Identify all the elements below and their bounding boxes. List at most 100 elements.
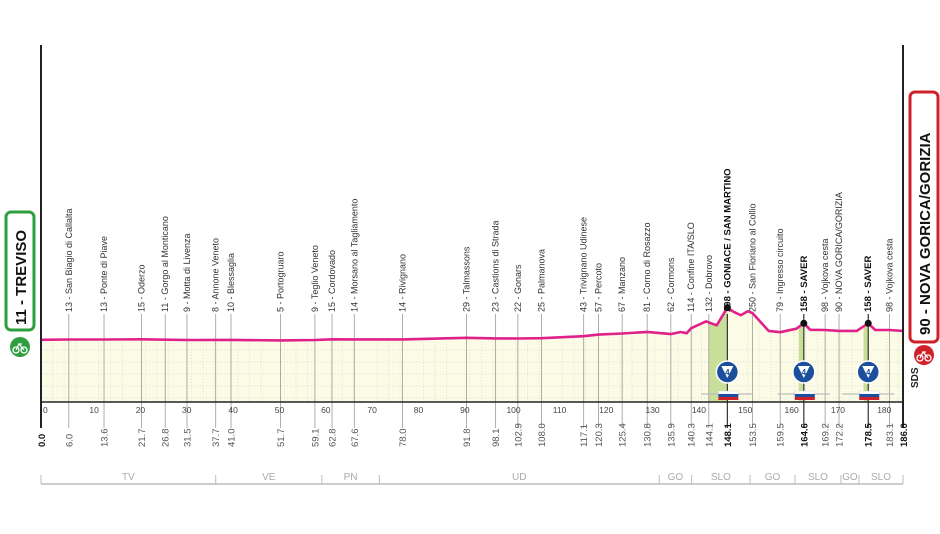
slovenia-flag-icon — [718, 397, 739, 400]
waypoint-km-label: 169.2 — [821, 423, 832, 447]
waypoint-label: 62 - Cormons — [666, 257, 676, 312]
waypoint-label: 98 - Vojkova cesta — [820, 238, 830, 312]
waypoint-label: 22 - Gonars — [513, 264, 523, 312]
waypoint-km-label: 183.1 — [885, 423, 896, 447]
waypoint-label: 9 - Motta di Livenza — [182, 233, 192, 312]
waypoint-km-label: 117.1 — [579, 424, 590, 447]
waypoint-km-label: 31.5 — [182, 429, 193, 448]
waypoint-km-label: 120.3 — [594, 423, 605, 447]
waypoint-km-label: 37.7 — [211, 429, 222, 448]
x-tick-label: 170 — [831, 405, 845, 415]
slovenia-flag-icon — [718, 394, 739, 397]
x-tick-label: 0 — [43, 405, 48, 415]
finish-label: 90 - NOVA GORICA/GORIZIA — [908, 90, 940, 365]
waypoint-km-label: 144.1 — [704, 423, 715, 447]
x-tick-label: 120 — [599, 405, 613, 415]
x-tick-label: 140 — [692, 405, 706, 415]
start-label: 11 - TREVISO — [4, 210, 36, 357]
region-label: SLO — [711, 472, 731, 483]
waypoint-km-label: 148.1 — [723, 423, 734, 447]
waypoint-km-label: 21.7 — [137, 429, 148, 448]
waypoint-km-label: 178.5 — [864, 423, 875, 447]
waypoint-label: 114 - Confine ITA/SLO — [686, 222, 696, 312]
waypoint-km-label: 41.0 — [227, 429, 238, 448]
waypoint-label: 90 - NOVA GORICA/GORIZIA — [834, 192, 844, 312]
climb-category-label: 4 — [866, 368, 871, 377]
region-label: GO — [668, 472, 684, 483]
slovenia-flag-icon — [718, 390, 739, 395]
waypoint-label: 13 - Ponte di Piave — [99, 236, 109, 312]
waypoint-km-label: 67.6 — [350, 429, 361, 448]
profile-area — [41, 307, 903, 402]
start-bike-icon — [10, 337, 30, 357]
waypoint-km-label: 91.8 — [462, 429, 473, 448]
waypoint-km-label: 6.0 — [64, 434, 75, 447]
waypoint-label: 250 - San Floriano al Collio — [747, 203, 757, 312]
x-tick-label: 180 — [877, 405, 891, 415]
x-tick-label: 110 — [553, 405, 567, 415]
x-tick-label: 100 — [506, 405, 520, 415]
waypoint-label: 10 - Blessaglia — [226, 253, 236, 312]
slovenia-flag-icon — [794, 397, 815, 400]
x-tick-label: 80 — [414, 405, 424, 415]
profile-line — [40, 306, 904, 342]
waypoint-km-label: 159.5 — [776, 423, 787, 447]
waypoint-label: 14 - Morsano al Tagliamento — [349, 199, 359, 312]
climb-triangle-icon — [862, 366, 875, 378]
waypoint-label: 132 - Dobrovo — [704, 255, 714, 312]
waypoint-label: 8 - Annone Veneto — [211, 238, 221, 312]
waypoint-label: 11 - Gorgo al Monticano — [160, 216, 170, 312]
waypoint-label: 57 - Percoto — [594, 263, 604, 312]
region-label: PN — [344, 472, 358, 483]
waypoint-km-label: 26.8 — [161, 429, 172, 448]
waypoint-label: 23 - Castions di Strada — [491, 220, 501, 312]
x-tick-label: 70 — [367, 405, 377, 415]
waypoint-label: 13 - San Biagio di Callalta — [64, 208, 74, 312]
x-tick-label: 20 — [136, 405, 146, 415]
waypoint-label: 14 - Rivignano — [397, 254, 407, 312]
slovenia-flag-icon — [859, 390, 880, 395]
waypoint-km-label: 108.0 — [537, 423, 548, 447]
waypoint-km-label: 153.5 — [748, 423, 759, 447]
waypoint-km-label: 102.9 — [513, 423, 524, 447]
waypoint-km-label: 164.6 — [799, 423, 810, 447]
region-label: SLO — [871, 472, 891, 483]
waypoint-label: 79 - Ingresso circuito — [775, 228, 785, 312]
waypoint-km-label: 172.2 — [835, 423, 846, 447]
x-tick-label: 160 — [785, 405, 799, 415]
waypoint-label: 29 - Talmassons — [461, 246, 471, 312]
waypoint-km-label: 125.4 — [618, 423, 629, 447]
waypoint-label: 158 - SAVER — [799, 256, 810, 312]
start-km-label: 0.0 — [37, 434, 48, 447]
region-label: GO — [842, 472, 858, 483]
waypoint-label: 15 - Cordovado — [327, 250, 337, 312]
finish-km-label: 186.0 — [899, 423, 910, 447]
waypoint-label: 9 - Teglio Veneto — [310, 245, 320, 312]
waypoint-label: 25 - Palmanova — [537, 249, 547, 312]
waypoint-label: 98 - Vojkova cesta — [885, 238, 895, 312]
summit-dot — [864, 319, 872, 327]
sponsor-mark: SDS — [910, 367, 921, 388]
region-label: TV — [122, 472, 135, 483]
waypoint-km-label: 140.3 — [687, 423, 698, 447]
x-tick-label: 90 — [460, 405, 470, 415]
x-tick-label: 130 — [645, 405, 659, 415]
slovenia-flag-icon — [859, 397, 880, 400]
slovenia-flag-icon — [794, 394, 815, 397]
slovenia-flag-icon — [859, 394, 880, 397]
waypoint-label: 15 - Oderzo — [137, 264, 147, 312]
finish-bike-icon — [914, 345, 934, 365]
waypoint-label: 81 - Corno di Rosazzo — [642, 222, 652, 312]
climb-triangle-icon — [797, 366, 810, 378]
waypoint-km-label: 13.6 — [100, 429, 111, 448]
climb-triangle-icon — [721, 366, 734, 378]
region-label: VE — [262, 472, 276, 483]
summit-dot — [723, 304, 731, 312]
x-tick-label: 30 — [182, 405, 192, 415]
waypoint-label: 298 - GONIACE / SAN MARTINO — [722, 168, 733, 312]
summit-dot — [800, 319, 808, 327]
waypoint-km-label: 51.7 — [276, 429, 287, 448]
waypoint-km-label: 130.8 — [643, 423, 654, 447]
x-tick-label: 150 — [738, 405, 752, 415]
